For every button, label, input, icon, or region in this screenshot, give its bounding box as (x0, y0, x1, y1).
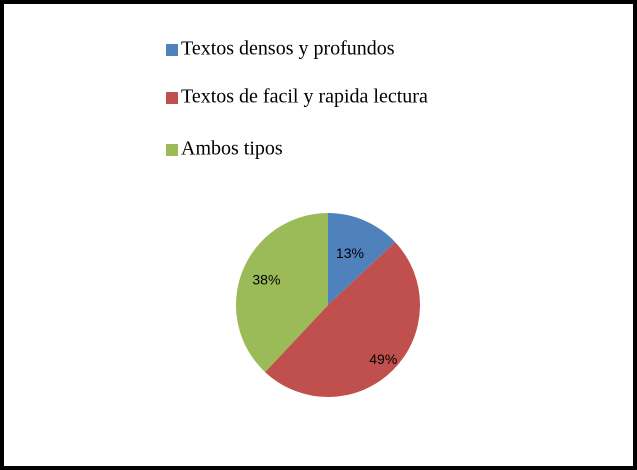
legend-label: Textos densos y profundos (181, 38, 395, 60)
legend-swatch (166, 44, 178, 56)
data-label: 38% (252, 271, 280, 287)
legend-swatch (166, 144, 178, 156)
legend-label: Ambos tipos (181, 138, 283, 160)
data-label: 13% (336, 245, 364, 261)
legend-swatch (166, 92, 178, 104)
data-label: 49% (369, 351, 397, 367)
legend-label: Textos de facil y rapida lectura (181, 86, 428, 108)
pie-slice (236, 213, 328, 373)
pie-slice (265, 242, 421, 398)
pie-slice (328, 213, 396, 305)
